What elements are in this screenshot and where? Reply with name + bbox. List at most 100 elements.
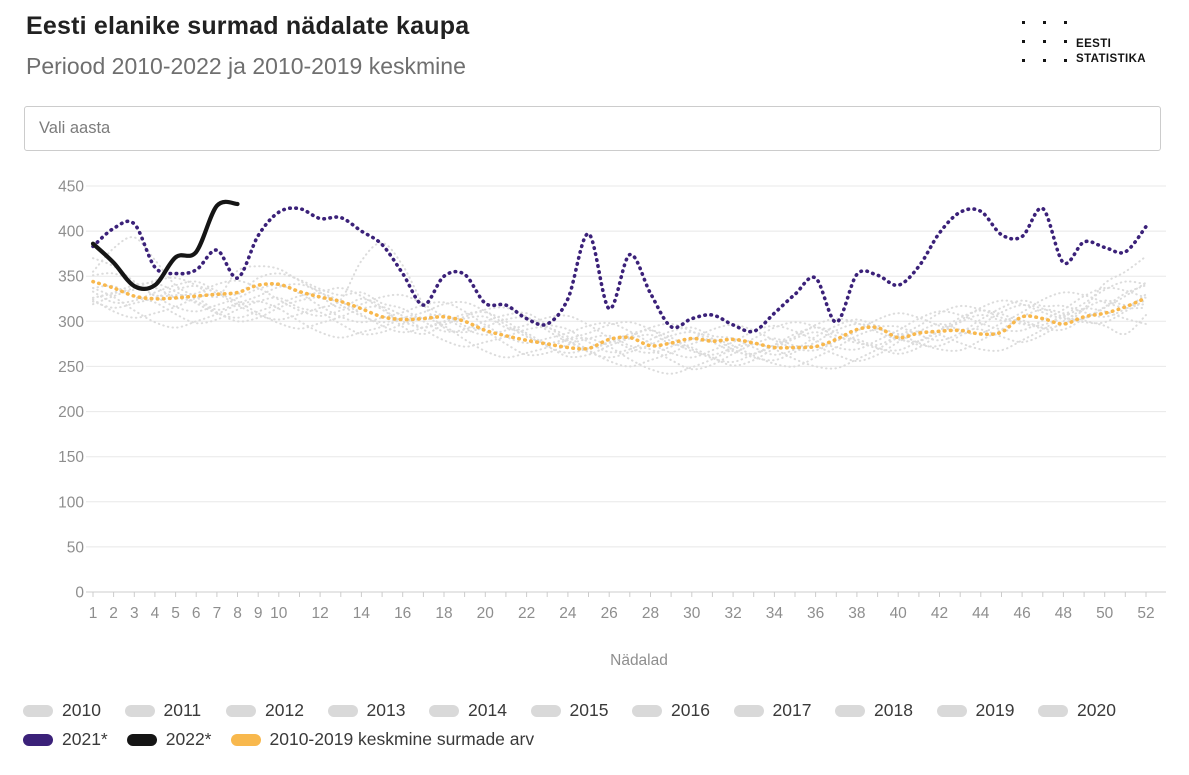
legend-label: 2011 xyxy=(163,700,202,720)
legend-item-2015[interactable]: 2015 xyxy=(530,700,613,721)
x-tick-label: 46 xyxy=(1013,605,1030,622)
page-title: Eesti elanike surmad nädalate kaupa xyxy=(26,12,470,40)
y-tick-label: 250 xyxy=(58,359,84,376)
legend-row: 2021* 2022* 2010-2019 keskmine surmade arv xyxy=(23,729,1140,750)
legend-swatch xyxy=(230,733,261,746)
y-tick-label: 0 xyxy=(75,585,84,602)
legend-item-2017[interactable]: 2017 xyxy=(733,700,816,721)
legend-item-2021-[interactable]: 2021* xyxy=(23,729,108,750)
legend-swatch xyxy=(1038,704,1068,717)
y-tick-label: 300 xyxy=(58,314,84,331)
series-line-2022- xyxy=(90,199,240,292)
series-line-2018 xyxy=(92,272,1147,356)
x-tick-label: 18 xyxy=(435,605,452,622)
legend-item-2020[interactable]: 2020 xyxy=(1038,700,1120,721)
x-tick-label: 38 xyxy=(848,605,865,622)
chart-legend: 2010 2011 2012 2013 2014 2015 2016 2017 2018 2019… xyxy=(23,700,1140,758)
y-tick-label: 50 xyxy=(67,539,85,556)
legend-label: 2015 xyxy=(569,700,609,720)
x-tick-label: 26 xyxy=(601,605,618,622)
legend-item-2018[interactable]: 2018 xyxy=(835,700,917,721)
legend-item-2022-[interactable]: 2022* xyxy=(126,729,212,750)
x-tick-label: 7 xyxy=(213,605,222,622)
x-tick-label: 40 xyxy=(890,605,908,622)
x-tick-label: 28 xyxy=(642,605,659,622)
series-line-2015 xyxy=(92,257,1147,354)
x-tick-label: 9 xyxy=(254,605,263,622)
x-tick-label: 6 xyxy=(192,605,201,622)
x-axis-title: Nädalad xyxy=(610,652,668,669)
page-subtitle: Periood 2010-2022 ja 2010-2019 keskmine xyxy=(26,53,466,79)
x-tick-label: 14 xyxy=(353,605,371,622)
x-tick-label: 22 xyxy=(518,605,535,622)
legend-label: 2020 xyxy=(1077,700,1116,720)
x-tick-label: 50 xyxy=(1096,605,1114,622)
legend-item-2010[interactable]: 2010 xyxy=(23,700,105,721)
x-tick-label: 4 xyxy=(151,605,160,622)
x-tick-label: 16 xyxy=(394,605,411,622)
x-tick-label: 8 xyxy=(233,605,242,622)
x-tick-label: 2 xyxy=(109,605,118,622)
legend-label: 2017 xyxy=(772,700,812,720)
x-tick-label: 10 xyxy=(270,605,288,622)
legend-label: 2014 xyxy=(468,700,507,720)
legend-item-2013[interactable]: 2013 xyxy=(327,700,410,721)
legend-label: 2019 xyxy=(975,700,1015,720)
legend-swatch xyxy=(226,704,256,717)
y-tick-label: 150 xyxy=(58,449,84,466)
legend-label: 2010-2019 keskmine surmade arv xyxy=(269,729,535,749)
x-tick-label: 20 xyxy=(477,605,495,622)
legend-item-2014[interactable]: 2014 xyxy=(429,700,511,721)
x-tick-label: 30 xyxy=(683,605,701,622)
legend-label: 2018 xyxy=(874,700,913,720)
legend-swatch xyxy=(23,733,53,746)
series-line-2016 xyxy=(92,241,1147,362)
series-line-2021- xyxy=(91,206,1148,334)
legend-label: 2016 xyxy=(671,700,710,720)
legend-item-2010-2019-keskmine-surmade-arv[interactable]: 2010-2019 keskmine surmade arv xyxy=(230,729,535,750)
y-tick-label: 450 xyxy=(58,179,84,196)
x-tick-label: 52 xyxy=(1137,605,1154,622)
legend-label: 2021* xyxy=(62,729,108,749)
series-line-2010 xyxy=(92,272,1147,359)
legend-item-2011[interactable]: 2011 xyxy=(124,700,207,721)
x-tick-label: 48 xyxy=(1055,605,1072,622)
eesti-statistika-logo: EESTI STATISTIKA xyxy=(1022,18,1146,67)
legend-label: 2012 xyxy=(265,700,304,720)
legend-swatch xyxy=(530,704,561,717)
legend-swatch xyxy=(23,704,53,717)
legend-item-2019[interactable]: 2019 xyxy=(936,700,1019,721)
weekly-deaths-chart: 0 50 100 150 200 250 300 350 400 450 1 2 3 4 5 6 7 8 9 10 12… xyxy=(0,165,1189,695)
x-tick-label: 32 xyxy=(724,605,741,622)
legend-label: 2010 xyxy=(62,700,101,720)
legend-item-2012[interactable]: 2012 xyxy=(226,700,308,721)
legend-swatch xyxy=(327,704,358,717)
year-select-placeholder: Vali aasta xyxy=(39,119,111,137)
y-tick-label: 400 xyxy=(58,224,84,241)
x-tick-label: 24 xyxy=(559,605,577,622)
series-line-2010-2019-keskmine-surmade-arv xyxy=(91,279,1148,351)
x-tick-label: 36 xyxy=(807,605,824,622)
x-tick-label: 1 xyxy=(89,605,98,622)
legend-swatch xyxy=(126,733,157,746)
series-line-2019 xyxy=(92,284,1147,371)
series-line-2020 xyxy=(92,255,1147,367)
x-tick-label: 3 xyxy=(130,605,139,622)
legend-label: 2013 xyxy=(366,700,406,720)
year-select[interactable]: Vali aasta xyxy=(24,106,1161,151)
legend-swatch xyxy=(936,704,967,717)
legend-row: 2010 2011 2012 2013 2014 2015 2016 2017 2018 2019… xyxy=(23,700,1140,721)
legend-swatch xyxy=(124,704,155,717)
legend-swatch xyxy=(835,704,865,717)
logo-text: EESTI STATISTIKA xyxy=(1076,38,1147,65)
x-tick-label: 42 xyxy=(931,605,948,622)
y-tick-label: 100 xyxy=(58,494,84,511)
legend-swatch xyxy=(733,704,764,717)
series-line-2014 xyxy=(92,287,1147,375)
x-tick-label: 44 xyxy=(972,605,990,622)
x-tick-label: 12 xyxy=(311,605,328,622)
legend-item-2016[interactable]: 2016 xyxy=(632,700,714,721)
legend-label: 2022* xyxy=(165,729,212,749)
x-tick-label: 5 xyxy=(171,605,180,622)
legend-swatch xyxy=(429,704,459,717)
